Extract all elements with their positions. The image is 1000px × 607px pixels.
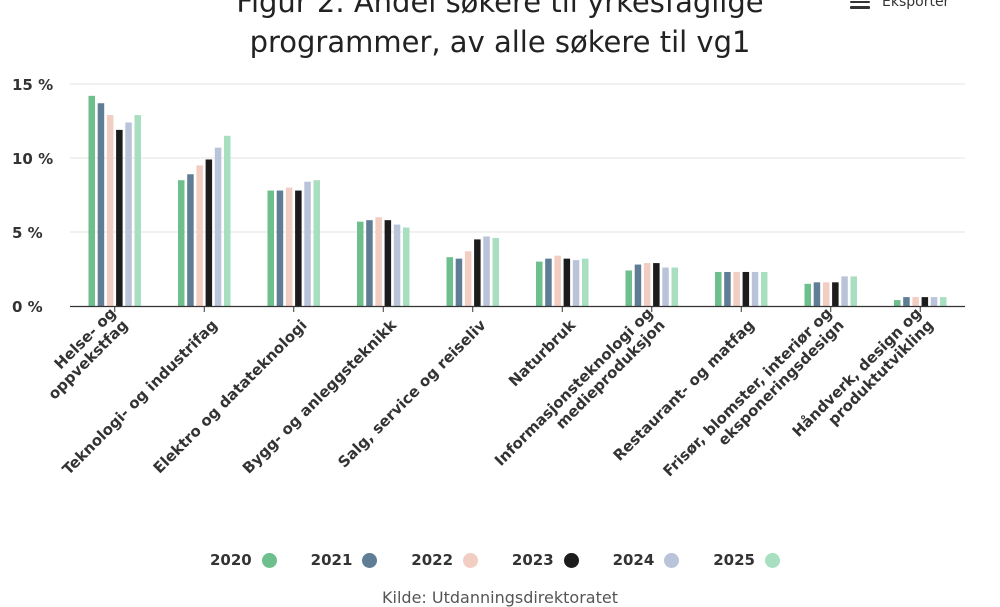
bar-2023[interactable] (474, 239, 481, 306)
bar-2020[interactable] (446, 257, 454, 306)
hamburger-menu-icon (850, 0, 870, 9)
legend-label: 2020 (210, 551, 252, 569)
chart-legend: 2020 2021 2022 2023 2024 2025 (210, 547, 780, 573)
bar-2021[interactable] (724, 271, 731, 306)
bar-2020[interactable] (357, 221, 364, 306)
bar-2021[interactable] (187, 174, 194, 306)
legend-item-2025[interactable]: 2025 (713, 551, 780, 569)
bar-2022[interactable] (285, 187, 293, 306)
bar-2020[interactable] (625, 270, 633, 306)
bar-2024[interactable] (483, 236, 490, 306)
bar-2021[interactable] (545, 258, 552, 306)
bar-2023[interactable] (563, 258, 571, 306)
bar-2022[interactable] (912, 297, 919, 306)
bar-2023[interactable] (116, 129, 123, 306)
bar-2025[interactable] (582, 258, 589, 306)
bar-2022[interactable] (375, 217, 382, 306)
bar-2023[interactable] (921, 297, 929, 306)
bar-2022[interactable] (464, 251, 472, 306)
x-tick-label: Salg, service og reiseliv (334, 316, 489, 471)
bar-2024[interactable] (393, 224, 401, 306)
chart-title-line-1: Figur 2. Andel søkere til yrkesfaglige (236, 0, 764, 19)
bar-2025[interactable] (313, 180, 321, 306)
export-label: Eksportér (882, 0, 950, 10)
bar-2023[interactable] (384, 220, 392, 306)
legend-label: 2022 (411, 551, 454, 569)
legend-swatch (261, 552, 277, 568)
legend-item-2022[interactable]: 2022 (411, 551, 479, 569)
legend-swatch (563, 552, 579, 568)
bar-2021[interactable] (455, 258, 463, 306)
bar-2025[interactable] (492, 237, 500, 306)
bar-2024[interactable] (572, 260, 580, 306)
bar-2021[interactable] (276, 190, 284, 306)
bar-2024[interactable] (125, 122, 132, 306)
bar-2021[interactable] (903, 297, 910, 306)
legend-item-2020[interactable]: 2020 (210, 551, 277, 569)
bar-2020[interactable] (715, 271, 722, 306)
bar-2025[interactable] (671, 267, 679, 306)
bar-2021[interactable] (366, 220, 373, 306)
bar-2025[interactable] (134, 115, 142, 306)
legend-item-2021[interactable]: 2021 (311, 551, 378, 569)
bar-2023[interactable] (205, 159, 213, 306)
legend-swatch (764, 552, 780, 568)
bar-2024[interactable] (662, 267, 669, 306)
x-tick-label: Bygg- og anleggsteknikk (239, 315, 401, 477)
legend-label: 2024 (612, 551, 655, 569)
bar-2020[interactable] (88, 95, 96, 306)
legend-label: 2023 (511, 551, 554, 569)
bar-2023[interactable] (742, 271, 750, 306)
bar-2024[interactable] (304, 181, 311, 306)
legend-swatch (463, 552, 479, 568)
bar-2025[interactable] (224, 135, 231, 306)
bar-2022[interactable] (196, 165, 203, 306)
bar-2024[interactable] (751, 271, 759, 306)
bar-2021[interactable] (813, 282, 821, 306)
bar-2020[interactable] (804, 283, 812, 306)
bar-2021[interactable] (97, 103, 105, 307)
legend-item-2023[interactable]: 2023 (512, 551, 579, 569)
y-tick-label: 15 % (12, 76, 53, 94)
bar-2024[interactable] (841, 276, 848, 306)
bar-2020[interactable] (267, 190, 275, 306)
bar-2025[interactable] (850, 276, 858, 306)
bar-2020[interactable] (178, 180, 185, 306)
y-tick-label: 10 % (12, 150, 53, 168)
bar-2023[interactable] (832, 282, 839, 306)
chart-title-line-2: programmer, av alle søkere til vg1 (249, 25, 751, 59)
y-tick-label: 5 % (12, 224, 43, 242)
bar-2025[interactable] (403, 227, 410, 306)
y-tick-label: 0 % (12, 298, 43, 316)
bar-2024[interactable] (930, 297, 938, 306)
chart-title: Figur 2. Andel søkere til yrkesfaglige p… (160, 0, 840, 62)
export-button[interactable]: Eksportér (850, 0, 949, 10)
bar-2022[interactable] (643, 263, 651, 306)
x-tick-label: Helse- ogoppvekstfag (32, 304, 131, 403)
legend-label: 2025 (713, 551, 755, 569)
bar-2025[interactable] (761, 271, 768, 306)
bar-2022[interactable] (106, 115, 114, 306)
legend-swatch (362, 552, 378, 568)
bar-2022[interactable] (733, 271, 740, 306)
bar-2023[interactable] (295, 190, 302, 306)
bar-2025[interactable] (940, 297, 947, 306)
legend-item-2024[interactable]: 2024 (613, 551, 680, 569)
bar-2021[interactable] (634, 264, 642, 306)
x-tick-label: Elektro og datateknologi (150, 316, 311, 477)
x-tick-label: Informasjonsteknologi ogmedieproduksjon (491, 304, 669, 482)
bar-2024[interactable] (214, 147, 222, 306)
legend-swatch (664, 552, 680, 568)
source-note: Kilde: Utdanningsdirektoratet (382, 588, 618, 607)
bar-2020[interactable] (536, 261, 543, 306)
bar-2023[interactable] (653, 263, 660, 306)
bar-2022[interactable] (822, 282, 830, 306)
legend-label: 2021 (310, 551, 353, 569)
bar-2022[interactable] (554, 255, 561, 306)
bar-2020[interactable] (894, 300, 901, 306)
